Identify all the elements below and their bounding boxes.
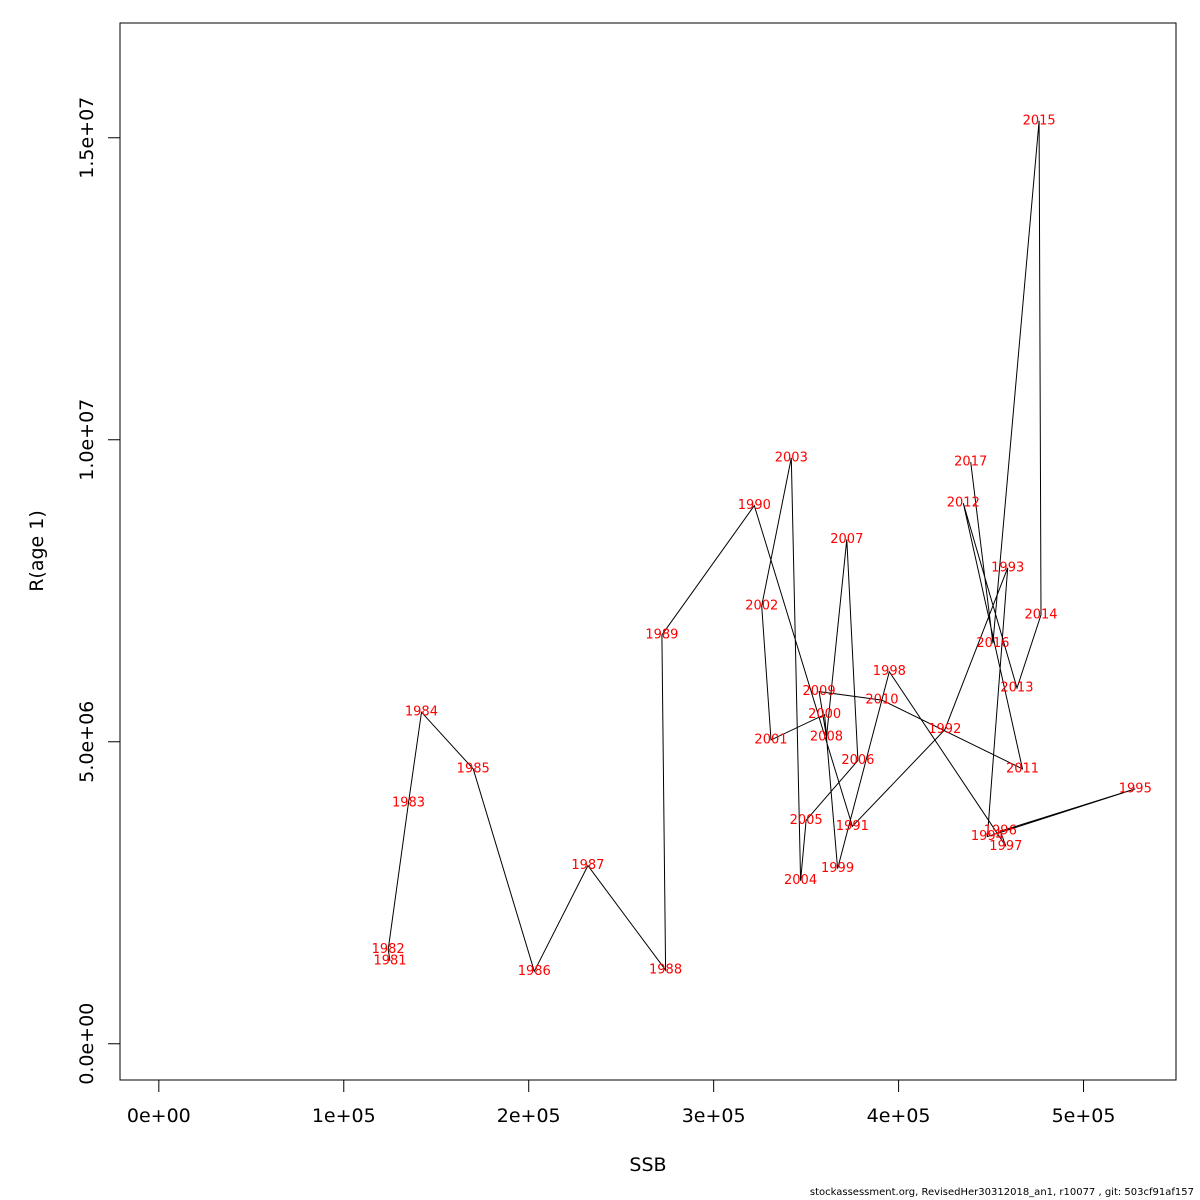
point-label-2003: 2003 [775, 450, 808, 465]
x-tick-label: 4e+05 [867, 1105, 931, 1127]
point-label-2016: 2016 [976, 636, 1009, 651]
point-label-1986: 1986 [518, 964, 551, 979]
point-label-1990: 1990 [738, 498, 771, 513]
point-label-2008: 2008 [810, 729, 843, 744]
point-label-1981: 1981 [373, 954, 406, 969]
x-axis-title: SSB [629, 1154, 666, 1176]
point-label-1989: 1989 [645, 627, 678, 642]
x-tick-label: 3e+05 [682, 1105, 746, 1127]
point-label-2014: 2014 [1024, 607, 1057, 622]
point-label-2013: 2013 [1000, 681, 1033, 696]
point-label-2005: 2005 [790, 813, 823, 828]
point-label-1996: 1996 [984, 824, 1017, 839]
point-label-1995: 1995 [1119, 781, 1152, 796]
point-label-2006: 2006 [841, 753, 874, 768]
point-label-2011: 2011 [1006, 761, 1039, 776]
point-label-2001: 2001 [754, 732, 787, 747]
point-label-2012: 2012 [947, 496, 980, 511]
x-tick-label: 2e+05 [497, 1105, 561, 1127]
point-label-1988: 1988 [649, 963, 682, 978]
y-tick-label: 1.5e+07 [76, 97, 98, 179]
point-label-1985: 1985 [457, 761, 490, 776]
point-label-1993: 1993 [991, 560, 1024, 575]
plot-frame [119, 22, 1177, 1081]
point-label-1994: 1994 [971, 829, 1004, 844]
y-axis: 0.0e+00 5.0e+06 1.0e+07 1.5e+07 [76, 97, 121, 1085]
point-label-2015: 2015 [1023, 113, 1056, 128]
point-label-2004: 2004 [784, 873, 817, 888]
point-label-2009: 2009 [803, 684, 836, 699]
point-label-1984: 1984 [405, 705, 438, 720]
x-tick-label: 5e+05 [1052, 1105, 1116, 1127]
y-tick-label: 1.0e+07 [76, 399, 98, 481]
point-label-1982: 1982 [372, 942, 405, 957]
x-axis: 0e+00 1e+05 2e+05 3e+05 4e+05 5e+05 [127, 1079, 1116, 1127]
point-label-1987: 1987 [571, 858, 604, 873]
point-label-1999: 1999 [821, 861, 854, 876]
x-tick-label: 1e+05 [312, 1105, 376, 1127]
footer-note: stockassessment.org, RevisedHer30312018_… [809, 1187, 1194, 1198]
x-tick-label: 0e+00 [127, 1105, 191, 1127]
point-label-2017: 2017 [954, 455, 987, 470]
point-label-2010: 2010 [865, 693, 898, 708]
series-line [387, 120, 1136, 973]
point-label-2000: 2000 [808, 707, 841, 722]
point-label-1998: 1998 [873, 664, 906, 679]
point-label-1983: 1983 [392, 795, 425, 810]
point-label-1991: 1991 [836, 819, 869, 834]
point-label-2007: 2007 [830, 532, 863, 547]
y-tick-label: 0.0e+00 [76, 1003, 98, 1085]
y-tick-label: 5.0e+06 [76, 701, 98, 783]
point-label-1997: 1997 [989, 839, 1022, 854]
y-axis-title: R(age 1) [26, 510, 48, 592]
point-label-1992: 1992 [928, 722, 961, 737]
point-label-2002: 2002 [745, 598, 778, 613]
